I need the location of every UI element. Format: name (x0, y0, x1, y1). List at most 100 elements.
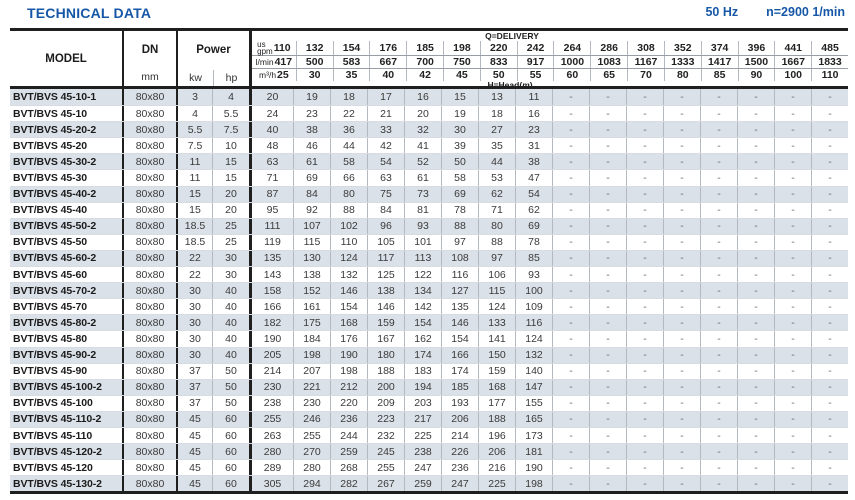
head-value-cell: 226 (441, 444, 478, 460)
head-value-cell: - (811, 170, 848, 186)
head-value-cell: 165 (515, 411, 552, 427)
head-value-cell: - (626, 170, 663, 186)
hp-cell: 4 (212, 89, 249, 106)
head-value-cell: - (589, 186, 626, 202)
head-value-cell: - (626, 363, 663, 379)
head-value-cell: - (700, 411, 737, 427)
head-value-cell: - (552, 170, 589, 186)
head-value-cell: - (774, 218, 811, 234)
delivery-column-header: 154 (332, 41, 370, 55)
head-value-cell: 58 (441, 170, 478, 186)
head-value-cell: - (737, 154, 774, 170)
head-value-cell: - (589, 299, 626, 315)
table-row: BVT/BVS 45-10-1 80x80 3 4 20 19 18 17 16 15 13 11- -… (10, 89, 848, 106)
head-value-cell: 180 (367, 347, 404, 363)
head-value-cell: 247 (404, 460, 441, 476)
head-label-unit: m (522, 80, 530, 86)
dn-cell: 80x80 (122, 395, 176, 411)
head-value-cell: 17 (367, 89, 404, 106)
head-value-cell: 225 (404, 427, 441, 444)
delivery-column-header: 1167 (627, 56, 664, 68)
head-value-cell: - (737, 315, 774, 331)
kw-cell: 45 (176, 427, 212, 444)
head-value-cell: - (700, 283, 737, 299)
delivery-column-header: 750 (443, 56, 480, 68)
delivery-column-header: 583 (332, 56, 370, 68)
kw-cell: 7.5 (176, 138, 212, 154)
head-value-cell: - (663, 411, 700, 427)
head-value-cell: 23 (293, 106, 330, 122)
head-value-cell: - (700, 154, 737, 170)
head-value-cell: - (552, 395, 589, 411)
head-value-cell: - (552, 283, 589, 299)
dn-cell: 80x80 (122, 154, 176, 170)
hp-cell: 60 (212, 427, 249, 444)
head-value-cell: - (700, 444, 737, 460)
head-value-cell: 61 (293, 154, 330, 170)
model-cell: BVT/BVS 45-50 (13, 236, 87, 249)
head-value-cell: - (589, 218, 626, 234)
head-value-cell: 125 (367, 267, 404, 283)
hp-cell: 25 (212, 234, 249, 250)
head-value-cell: - (589, 331, 626, 347)
head-value-cell: 166 (441, 347, 478, 363)
head-value-cell: - (811, 460, 848, 476)
head-value-cell: 154 (330, 299, 367, 315)
dn-cell: 80x80 (122, 267, 176, 283)
delivery-column-header: 40 (369, 69, 406, 81)
kw-cell: 37 (176, 395, 212, 411)
head-value-cell: 87 (249, 186, 293, 202)
model-cell: BVT/BVS 45-70 (13, 300, 87, 313)
model-cell: BVT/BVS 45-120 (13, 461, 93, 474)
head-value-cell: 18 (330, 89, 367, 106)
model-cell: BVT/BVS 45-70-2 (13, 284, 97, 297)
head-value-cell: - (663, 347, 700, 363)
table-row: BVT/BVS 45-50-2 80x80 18.5 25 111 107 102 96 93 8… (10, 217, 848, 234)
head-value-cell: - (737, 444, 774, 460)
model-cell: BVT/BVS 45-100-2 (13, 381, 102, 394)
head-value-cell: 244 (330, 427, 367, 444)
model-cell: BVT/BVS 45-120-2 (13, 445, 102, 458)
hp-cell: 60 (212, 444, 249, 460)
head-value-cell: - (663, 138, 700, 154)
delivery-column-header: 65 (590, 69, 627, 81)
model-cell: BVT/BVS 45-20 (13, 139, 87, 152)
hp-cell: 30 (212, 267, 249, 283)
head-value-cell: 209 (367, 395, 404, 411)
head-value-cell: 174 (404, 347, 441, 363)
head-value-cell: 116 (515, 315, 552, 331)
head-value-cell: 48 (249, 138, 293, 154)
delivery-header-block: Q=DELIVERY us gpm 110 132 154 176 185 198 220 242… (249, 31, 848, 86)
head-value-cell: 246 (293, 411, 330, 427)
head-value-cell: - (700, 267, 737, 283)
head-value-cell: 236 (330, 411, 367, 427)
head-value-cell: - (700, 218, 737, 234)
head-value-cell: - (774, 476, 811, 492)
head-value-cell: - (811, 315, 848, 331)
head-value-cell: - (774, 347, 811, 363)
head-value-cell: 105 (367, 234, 404, 250)
head-value-cell: - (589, 476, 626, 492)
delivery-column-header: 700 (406, 56, 443, 68)
dn-cell: 80x80 (122, 299, 176, 315)
model-cell: BVT/BVS 45-90-2 (13, 349, 97, 362)
delivery-column-header: 35 (332, 69, 370, 81)
delivery-column-header: 176 (369, 41, 406, 55)
model-cell: BVT/BVS 45-20-2 (13, 123, 97, 136)
dn-column-header: DN mm (122, 31, 176, 86)
delivery-column-header: 42 (406, 69, 443, 81)
head-value-cell: - (626, 122, 663, 138)
dn-cell: 80x80 (122, 283, 176, 299)
head-value-cell: - (700, 170, 737, 186)
head-value-cell: - (700, 202, 737, 218)
head-value-cell: - (737, 283, 774, 299)
kw-cell: 30 (176, 331, 212, 347)
delivery-column-header: 90 (737, 69, 775, 81)
head-value-cell: - (589, 427, 626, 444)
head-value-cell: - (589, 363, 626, 379)
head-value-cell: - (700, 250, 737, 267)
head-value-cell: 15 (441, 89, 478, 106)
hp-cell: 50 (212, 395, 249, 411)
head-value-cell: - (626, 395, 663, 411)
model-cell: BVT/BVS 45-30-2 (13, 155, 97, 168)
